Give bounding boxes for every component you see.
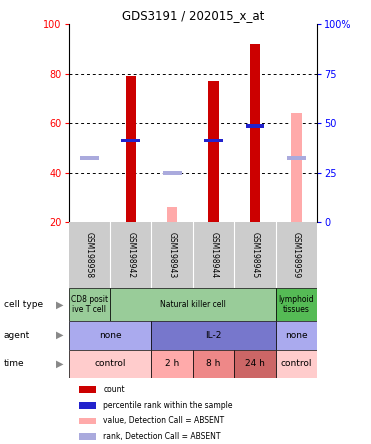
Bar (126, 76, 136, 222)
Text: 8 h: 8 h (206, 359, 221, 369)
Text: none: none (285, 331, 308, 340)
Text: ▶: ▶ (56, 330, 63, 340)
Bar (163, 171, 181, 174)
Bar (204, 139, 223, 143)
Bar (151, 349, 193, 378)
Bar (151, 321, 276, 349)
Text: Natural killer cell: Natural killer cell (160, 300, 226, 309)
Text: IL-2: IL-2 (206, 331, 222, 340)
Text: GSM198959: GSM198959 (292, 232, 301, 278)
Text: 24 h: 24 h (245, 359, 265, 369)
Bar (209, 81, 219, 222)
Text: percentile rank within the sample: percentile rank within the sample (104, 401, 233, 410)
Bar (69, 288, 110, 321)
Bar (69, 349, 151, 378)
Text: GSM198943: GSM198943 (168, 232, 177, 278)
Bar (246, 124, 265, 127)
Bar (69, 321, 151, 349)
Bar (79, 402, 96, 409)
Bar (121, 139, 140, 143)
Text: value, Detection Call = ABSENT: value, Detection Call = ABSENT (104, 416, 224, 425)
Bar (276, 321, 317, 349)
Bar (79, 418, 96, 424)
Bar (234, 349, 276, 378)
Bar (250, 44, 260, 222)
Text: agent: agent (4, 331, 30, 340)
Text: CD8 posit
ive T cell: CD8 posit ive T cell (71, 295, 108, 314)
Text: 2 h: 2 h (165, 359, 179, 369)
Text: count: count (104, 385, 125, 394)
Text: GSM198942: GSM198942 (126, 232, 135, 278)
Text: control: control (94, 359, 126, 369)
Text: rank, Detection Call = ABSENT: rank, Detection Call = ABSENT (104, 432, 221, 441)
Text: GSM198958: GSM198958 (85, 232, 94, 278)
Bar (167, 207, 177, 222)
Text: ▶: ▶ (56, 359, 63, 369)
Bar (79, 433, 96, 440)
Text: GSM198945: GSM198945 (250, 232, 260, 278)
Title: GDS3191 / 202015_x_at: GDS3191 / 202015_x_at (122, 9, 264, 22)
Text: cell type: cell type (4, 300, 43, 309)
Text: none: none (99, 331, 121, 340)
Text: lymphoid
tissues: lymphoid tissues (279, 295, 314, 314)
Bar (276, 288, 317, 321)
Bar (79, 386, 96, 392)
Text: time: time (4, 359, 24, 369)
Bar (287, 156, 306, 160)
Bar (80, 156, 99, 160)
Bar (110, 288, 276, 321)
Bar (193, 349, 234, 378)
Bar (291, 113, 302, 222)
Text: control: control (281, 359, 312, 369)
Text: ▶: ▶ (56, 300, 63, 309)
Text: GSM198944: GSM198944 (209, 232, 218, 278)
Bar (276, 349, 317, 378)
